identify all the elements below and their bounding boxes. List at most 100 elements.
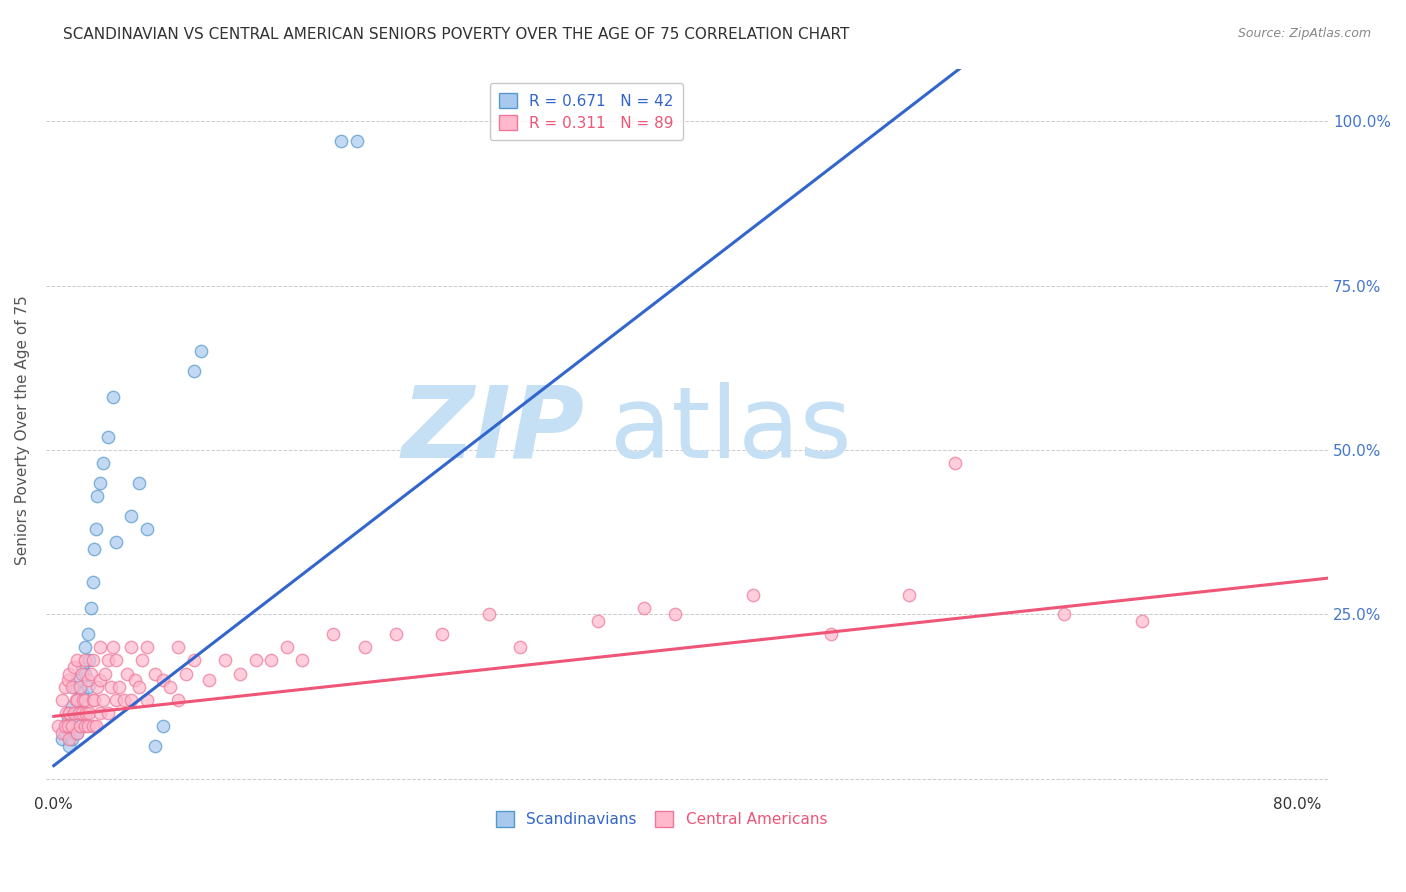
Point <box>198 673 221 688</box>
Point <box>69 680 91 694</box>
Point <box>70 686 93 700</box>
Point <box>136 640 159 655</box>
Point <box>66 725 89 739</box>
Point <box>120 693 142 707</box>
Point <box>66 706 89 720</box>
Point <box>83 541 105 556</box>
Point <box>104 693 127 707</box>
Point <box>51 732 73 747</box>
Point <box>56 673 79 688</box>
Point <box>97 706 120 720</box>
Point <box>291 653 314 667</box>
Point <box>97 430 120 444</box>
Point <box>80 600 103 615</box>
Point <box>73 666 96 681</box>
Point <box>276 640 298 655</box>
Point <box>136 693 159 707</box>
Point <box>101 640 124 655</box>
Point <box>586 614 609 628</box>
Point <box>69 719 91 733</box>
Point <box>633 600 655 615</box>
Point <box>353 640 375 655</box>
Point <box>108 680 131 694</box>
Point <box>509 640 531 655</box>
Point <box>56 713 79 727</box>
Point <box>86 489 108 503</box>
Point <box>86 680 108 694</box>
Point <box>70 660 93 674</box>
Point <box>65 693 87 707</box>
Point <box>51 693 73 707</box>
Point <box>94 666 117 681</box>
Point <box>128 680 150 694</box>
Point <box>82 653 104 667</box>
Point <box>66 725 89 739</box>
Point <box>83 693 105 707</box>
Point <box>104 653 127 667</box>
Point <box>84 522 107 536</box>
Point <box>60 719 83 733</box>
Point <box>53 719 76 733</box>
Point <box>101 390 124 404</box>
Point <box>67 693 90 707</box>
Point <box>131 653 153 667</box>
Point <box>820 627 842 641</box>
Point <box>93 693 115 707</box>
Point <box>260 653 283 667</box>
Point <box>48 719 70 733</box>
Point <box>897 588 920 602</box>
Point <box>79 653 101 667</box>
Text: SCANDINAVIAN VS CENTRAL AMERICAN SENIORS POVERTY OVER THE AGE OF 75 CORRELATION : SCANDINAVIAN VS CENTRAL AMERICAN SENIORS… <box>63 27 849 42</box>
Point <box>60 680 83 694</box>
Point <box>60 732 83 747</box>
Point <box>1130 614 1153 628</box>
Point <box>478 607 501 622</box>
Point <box>104 535 127 549</box>
Point <box>69 719 91 733</box>
Point <box>73 653 96 667</box>
Point <box>58 706 80 720</box>
Point <box>63 660 86 674</box>
Point <box>79 706 101 720</box>
Point <box>67 706 90 720</box>
Point <box>943 456 966 470</box>
Point <box>112 693 135 707</box>
Point <box>152 719 174 733</box>
Point <box>66 653 89 667</box>
Point <box>70 666 93 681</box>
Point <box>77 673 100 688</box>
Point <box>70 706 93 720</box>
Point <box>167 693 190 707</box>
Point <box>73 706 96 720</box>
Point <box>384 627 406 641</box>
Point <box>1053 607 1076 622</box>
Point <box>143 739 166 753</box>
Point <box>89 475 111 490</box>
Text: ZIP: ZIP <box>402 382 585 479</box>
Point <box>183 653 205 667</box>
Point <box>136 522 159 536</box>
Point <box>63 725 86 739</box>
Point <box>432 627 454 641</box>
Point <box>159 680 181 694</box>
Point <box>58 739 80 753</box>
Point <box>120 640 142 655</box>
Point <box>115 666 138 681</box>
Point <box>84 719 107 733</box>
Point <box>56 719 79 733</box>
Point <box>58 666 80 681</box>
Legend: Scandinavians, Central Americans: Scandinavians, Central Americans <box>488 804 835 835</box>
Point <box>80 666 103 681</box>
Point <box>63 680 86 694</box>
Point <box>55 706 77 720</box>
Point <box>664 607 686 622</box>
Point <box>143 666 166 681</box>
Point <box>77 627 100 641</box>
Point <box>60 699 83 714</box>
Point <box>73 719 96 733</box>
Point <box>120 508 142 523</box>
Point <box>167 640 190 655</box>
Point <box>100 680 122 694</box>
Text: Source: ZipAtlas.com: Source: ZipAtlas.com <box>1237 27 1371 40</box>
Point <box>73 640 96 655</box>
